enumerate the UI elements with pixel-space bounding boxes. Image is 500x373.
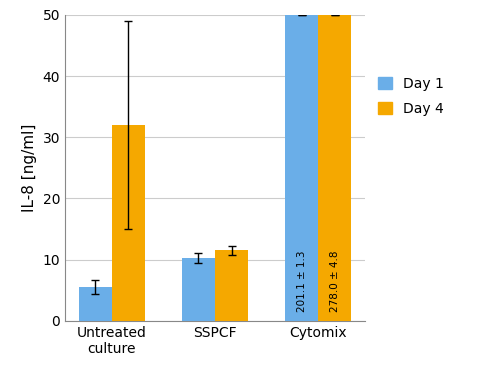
Bar [285,15,318,321]
Bar [112,125,145,321]
Text: 278.0 ± 4.8: 278.0 ± 4.8 [330,250,340,311]
Bar [78,287,112,321]
Y-axis label: IL-8 [ng/ml]: IL-8 [ng/ml] [22,124,37,212]
Text: 201.1 ± 1.3: 201.1 ± 1.3 [297,250,307,311]
Legend: Day 1, Day 4: Day 1, Day 4 [378,77,444,116]
Bar [318,15,352,321]
Bar [182,258,215,321]
Bar [215,250,248,321]
